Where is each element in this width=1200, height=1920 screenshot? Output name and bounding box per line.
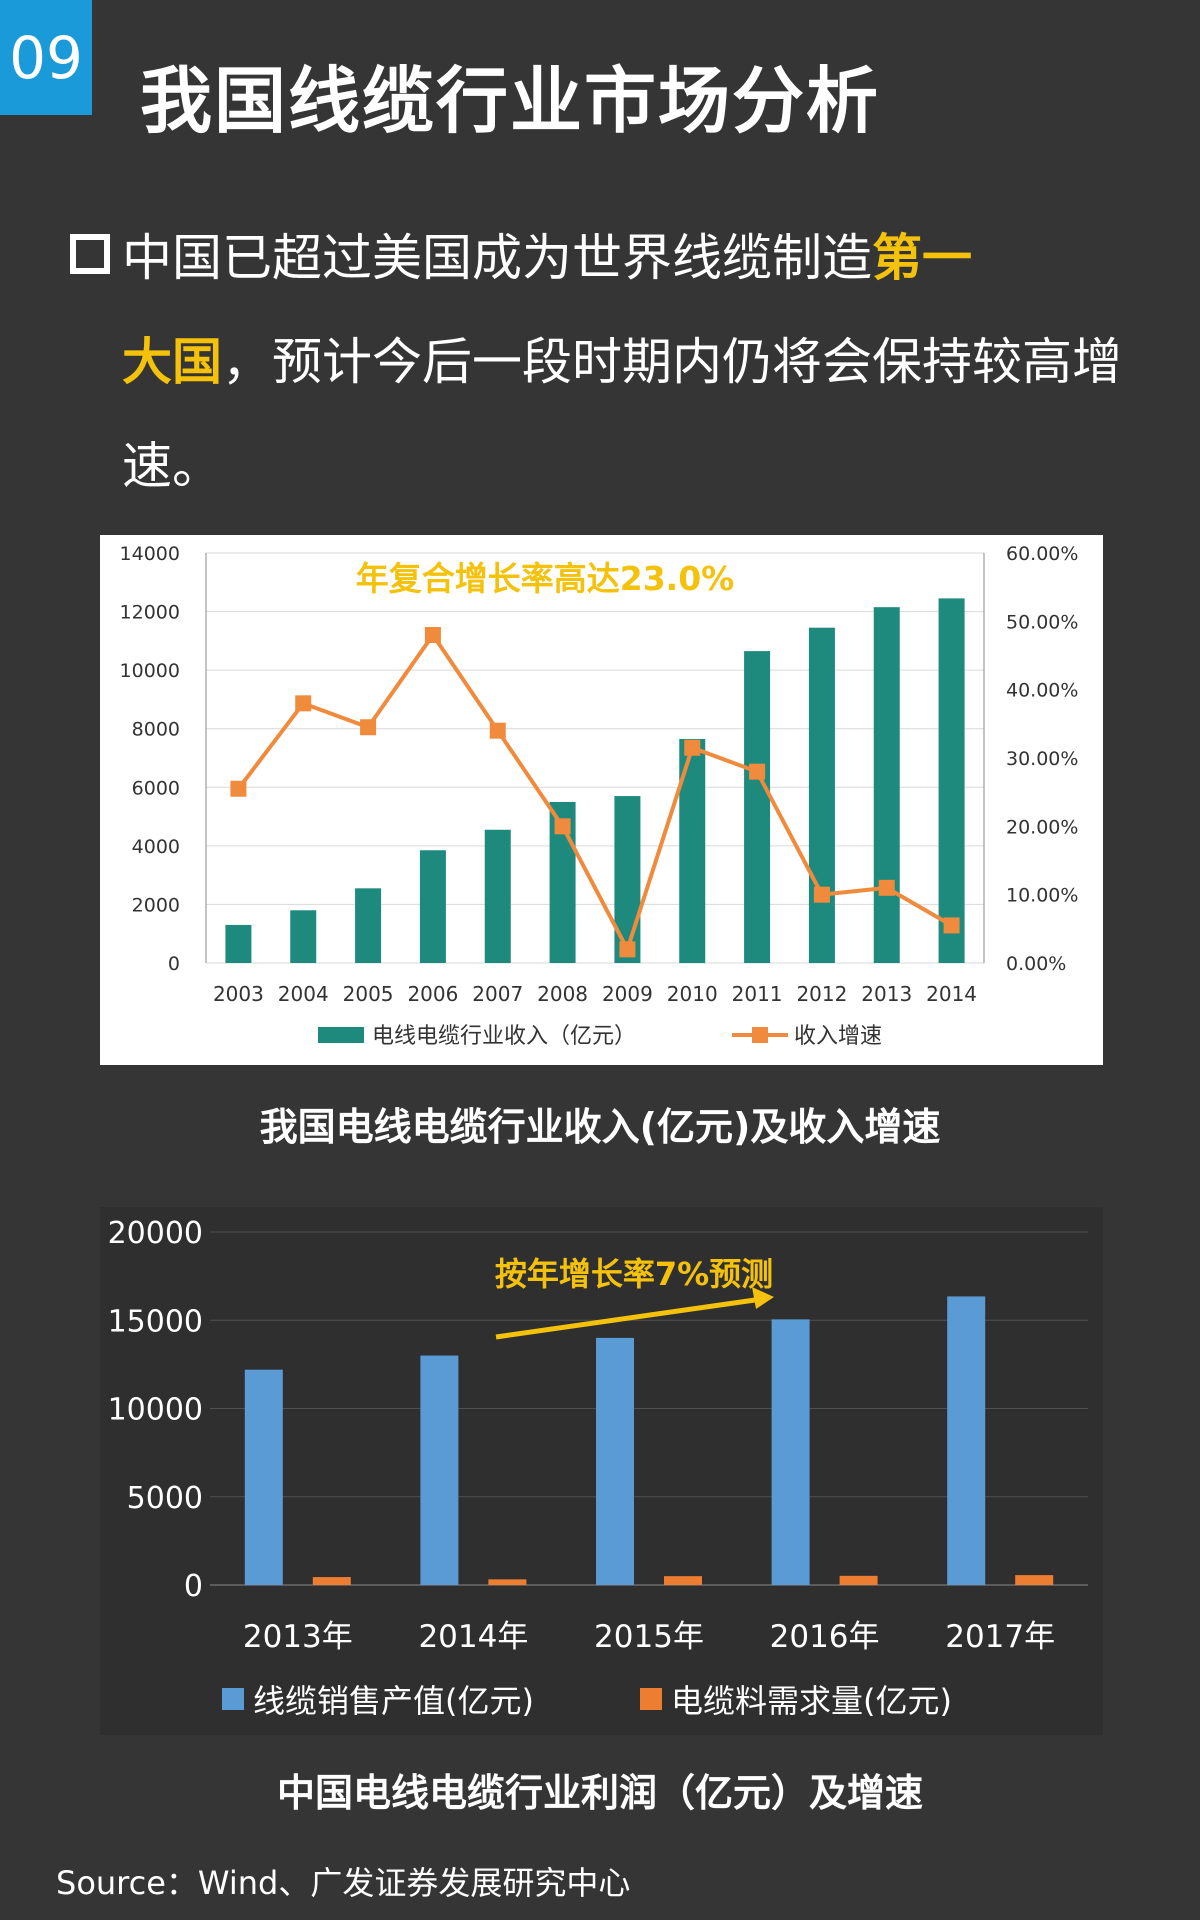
revenue-chart: 0 2000 4000 6000 8000 10000 12000 14000 0.00% 10.… <box>120 543 1079 1049</box>
y2-tick-label: 0.00% <box>1006 953 1066 975</box>
revenue-bar <box>808 627 835 963</box>
revenue-chart-panel: 0 2000 4000 6000 8000 10000 12000 14000 0.00% 10.… <box>100 535 1103 1065</box>
sales-bar <box>947 1296 986 1585</box>
demand-bar <box>1015 1575 1054 1585</box>
x-tick-label: 2004 <box>278 982 329 1006</box>
trend-arrow-shaft <box>495 1296 763 1340</box>
growth-marker <box>943 917 960 934</box>
demand-bar <box>488 1579 527 1585</box>
growth-line <box>236 631 953 955</box>
revenue-bar <box>225 924 252 963</box>
revenue-bar <box>873 607 900 963</box>
legend-revenue-label: 电线电缆行业收入（亿元） <box>372 1024 636 1049</box>
y-tick-label: 14000 <box>120 543 180 565</box>
growth-marker <box>295 695 312 712</box>
y-tick-label: 12000 <box>120 602 180 624</box>
revenue-bar <box>614 796 641 963</box>
sales-bar <box>244 1369 283 1585</box>
page-title: 我国线缆行业市场分析 <box>140 59 881 143</box>
y-tick-label: 0 <box>168 953 180 975</box>
legend-demand-swatch <box>640 1688 662 1710</box>
growth-marker <box>554 818 571 835</box>
cagr-annotation: 年复合增长率高达23.0% <box>356 559 735 598</box>
y2-tick-label: 40.00% <box>1006 680 1078 702</box>
intro-paragraph: 中国已超过美国成为世界线缆制造第一大国，预计今后一段时期内仍将会保持较高增速。 <box>122 206 1132 518</box>
x-tick-label: 2011 <box>732 982 783 1006</box>
growth-marker <box>813 886 830 903</box>
legend-sales-swatch <box>222 1688 244 1710</box>
intro-text-part1: 中国已超过美国成为世界线缆制造 <box>122 229 872 287</box>
legend-growth-label: 收入增速 <box>794 1024 882 1049</box>
y2-tick-label: 10.00% <box>1006 885 1078 907</box>
y2-tick-label: 30.00% <box>1006 748 1078 770</box>
legend-growth-marker <box>752 1027 768 1043</box>
demand-bar <box>664 1576 702 1585</box>
growth-marker <box>749 763 766 780</box>
trend-arrow-head <box>752 1287 774 1309</box>
y-tick-label: 10000 <box>108 1393 203 1428</box>
growth-marker <box>684 739 701 756</box>
y-tick-label: 8000 <box>132 719 180 741</box>
intro-highlight-country: 大国 <box>122 333 222 391</box>
x-tick-label: 2014 <box>926 982 977 1006</box>
y-tick-label: 5000 <box>127 1481 203 1516</box>
growth-marker <box>878 879 895 896</box>
x-tick-label: 2007 <box>472 982 523 1006</box>
revenue-chart-caption: 我国电线电缆行业收入(亿元)及收入增速 <box>259 1105 941 1149</box>
y2-tick-label: 50.00% <box>1006 611 1078 633</box>
x-tick-label: 2015年 <box>594 1619 704 1655</box>
sales-bar <box>771 1319 810 1585</box>
x-tick-label: 2012 <box>796 982 847 1006</box>
revenue-bar <box>744 651 771 963</box>
legend-demand-label: 电缆料需求量(亿元) <box>671 1682 952 1720</box>
y-tick-label: 20000 <box>108 1216 203 1251</box>
revenue-bar <box>419 850 446 963</box>
sales-bar <box>420 1355 459 1585</box>
source-note: Source：Wind、广发证券发展研究中心 <box>56 1864 631 1902</box>
sales-chart-panel: 0 5000 10000 15000 20000 2013年 2014年 2015年 2016年… <box>100 1207 1103 1735</box>
x-tick-label: 2013 <box>861 982 912 1006</box>
revenue-bar <box>484 829 511 963</box>
y-tick-label: 6000 <box>132 777 180 799</box>
revenue-bar <box>938 598 965 963</box>
growth-marker <box>619 941 636 958</box>
sales-chart-caption: 中国电线电缆行业利润（亿元）及增速 <box>276 1771 923 1815</box>
x-tick-label: 2017年 <box>945 1619 1055 1655</box>
y-tick-label: 10000 <box>120 660 180 682</box>
growth-marker <box>360 719 377 736</box>
y-tick-label: 15000 <box>108 1304 203 1339</box>
y-tick-label: 4000 <box>132 836 180 858</box>
forecast-annotation: 按年增长率7%预测 <box>495 1255 773 1293</box>
x-tick-label: 2009 <box>602 982 653 1006</box>
y-tick-label: 0 <box>184 1569 203 1604</box>
y2-tick-label: 20.00% <box>1006 816 1078 838</box>
demand-bar <box>312 1577 351 1585</box>
x-tick-label: 2013年 <box>243 1619 353 1655</box>
x-tick-label: 2014年 <box>418 1619 528 1655</box>
growth-marker <box>424 627 441 643</box>
legend-revenue-swatch <box>318 1027 364 1043</box>
intro-text-part2: ，预计今后一段时期内仍将会保持较高增速。 <box>122 333 1122 495</box>
x-tick-label: 2010 <box>667 982 718 1006</box>
y2-tick-label: 60.00% <box>1006 543 1078 565</box>
x-tick-label: 2016年 <box>770 1619 880 1655</box>
revenue-bar <box>355 888 382 963</box>
x-tick-label: 2008 <box>537 982 588 1006</box>
revenue-bar <box>290 910 317 963</box>
x-tick-label: 2005 <box>343 982 394 1006</box>
x-tick-label: 2003 <box>213 982 264 1006</box>
x-tick-label: 2006 <box>407 982 458 1006</box>
y-tick-label: 2000 <box>132 894 180 916</box>
section-number-badge: 09 <box>0 0 92 115</box>
demand-bar <box>839 1575 878 1585</box>
sales-chart: 0 5000 10000 15000 20000 2013年 2014年 2015年 2016年… <box>108 1216 1088 1720</box>
sales-bar <box>596 1337 634 1585</box>
intro-highlight-first: 第一 <box>872 229 972 287</box>
growth-marker <box>230 780 247 797</box>
legend-sales-label: 线缆销售产值(亿元) <box>253 1682 534 1720</box>
growth-marker <box>489 722 506 739</box>
bullet-square-icon <box>70 234 110 274</box>
